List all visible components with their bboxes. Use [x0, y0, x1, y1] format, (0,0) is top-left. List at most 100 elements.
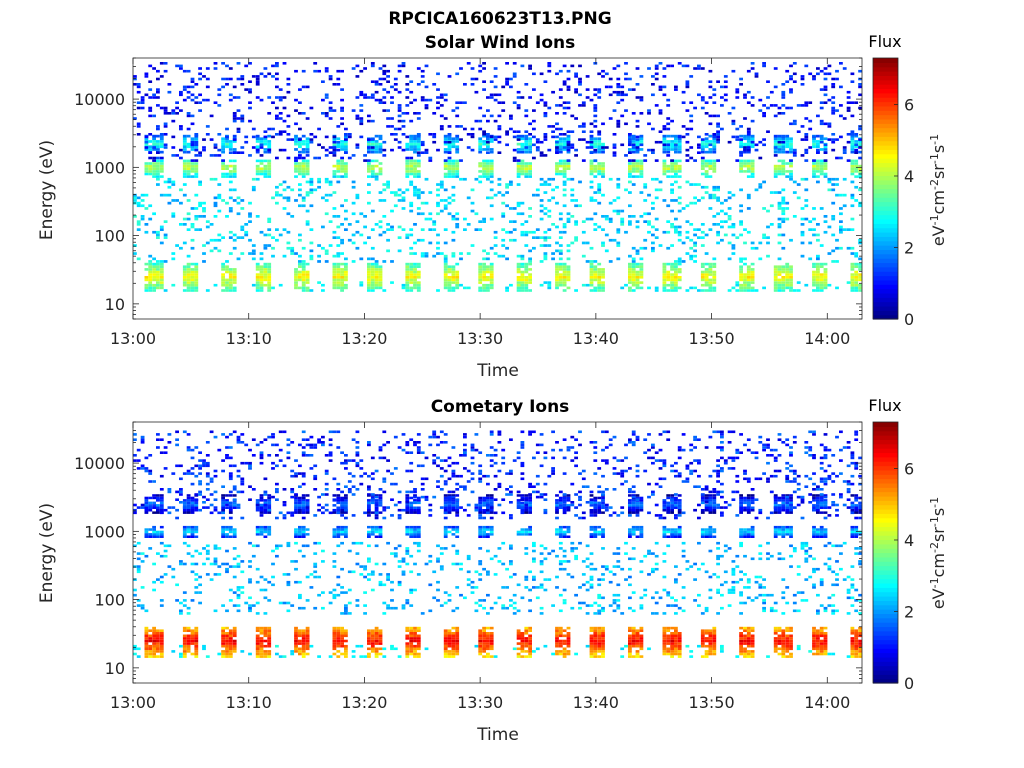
heatmap-cell — [159, 494, 164, 497]
heatmap-cell — [309, 138, 314, 141]
heatmap-cell — [167, 490, 172, 494]
heatmap-cell — [823, 67, 828, 70]
heatmap-cell — [628, 278, 632, 282]
heatmap-cell — [785, 140, 790, 143]
heatmap-cell — [351, 180, 356, 184]
colorbar-segment — [873, 214, 898, 220]
heatmap-cell — [520, 142, 525, 146]
heatmap-cell — [263, 167, 268, 170]
heatmap-cell — [156, 260, 160, 263]
heatmap-cell — [209, 480, 214, 483]
heatmap-cell — [658, 188, 663, 192]
heatmap-cell — [159, 145, 164, 149]
heatmap-cell — [393, 77, 398, 81]
heatmap-cell — [819, 162, 824, 165]
heatmap-cell — [171, 650, 176, 653]
heatmap-cell — [608, 217, 613, 221]
heatmap-cell — [159, 137, 164, 141]
heatmap-cell — [275, 652, 279, 656]
heatmap-cell — [409, 286, 414, 290]
heatmap-cell — [186, 96, 191, 99]
heatmap-cell — [731, 119, 736, 123]
heatmap-cell — [489, 278, 494, 282]
heatmap-cell — [589, 262, 594, 266]
heatmap-cell — [474, 212, 479, 216]
heatmap-cell — [267, 148, 272, 152]
heatmap-cell — [267, 262, 272, 266]
heatmap-cell — [424, 148, 429, 152]
heatmap-cell — [746, 162, 751, 165]
heatmap-cell — [835, 77, 839, 81]
heatmap-cell — [666, 64, 671, 68]
heatmap-cell — [486, 257, 490, 261]
heatmap-cell — [789, 172, 793, 176]
heatmap-cell — [159, 474, 164, 478]
heatmap-cell — [136, 557, 141, 561]
heatmap-cell — [324, 177, 329, 181]
heatmap-cell — [804, 64, 809, 68]
heatmap-cell — [628, 148, 632, 151]
heatmap-cell — [294, 496, 298, 500]
heatmap-cell — [186, 217, 191, 221]
heatmap-cell — [439, 209, 444, 213]
heatmap-cell — [777, 134, 782, 138]
heatmap-cell — [789, 148, 793, 151]
heatmap-cell — [635, 142, 640, 146]
heatmap-cell — [324, 112, 329, 115]
heatmap-cell — [294, 637, 298, 640]
heatmap-cell — [509, 85, 513, 89]
colorbar-segment — [873, 175, 898, 181]
heatmap-cell — [478, 142, 483, 146]
heatmap-cell — [850, 289, 855, 292]
heatmap-cell — [697, 64, 701, 68]
heatmap-cell — [746, 69, 751, 73]
heatmap-cell — [294, 199, 298, 202]
heatmap-cell — [152, 257, 156, 261]
heatmap-cell — [359, 117, 364, 120]
heatmap-cell — [463, 127, 467, 131]
heatmap-cell — [324, 148, 329, 152]
heatmap-cell — [800, 177, 805, 181]
heatmap-cell — [152, 172, 156, 176]
heatmap-cell — [340, 167, 344, 170]
heatmap-cell — [635, 135, 640, 139]
heatmap-cell — [547, 228, 552, 231]
heatmap-cell — [781, 268, 786, 271]
heatmap-cell — [743, 96, 747, 99]
heatmap-cell — [539, 260, 544, 263]
heatmap-cell — [773, 114, 778, 118]
heatmap-cell — [194, 446, 199, 449]
heatmap-cell — [221, 652, 225, 656]
heatmap-cell — [255, 289, 260, 292]
heatmap-cell — [773, 172, 778, 176]
heatmap-cell — [324, 114, 329, 118]
heatmap-cell — [486, 265, 490, 268]
heatmap-cell — [140, 606, 145, 610]
heatmap-cell — [493, 135, 498, 139]
heatmap-cell — [674, 164, 678, 168]
heatmap-cell — [478, 162, 483, 165]
heatmap-cell — [198, 228, 202, 231]
spectrogram-cometary — [133, 430, 862, 658]
heatmap-cell — [792, 154, 797, 157]
heatmap-cell — [443, 142, 448, 146]
heatmap-cell — [225, 145, 229, 149]
heatmap-cell — [194, 193, 199, 197]
heatmap-cell — [424, 104, 429, 107]
heatmap-cell — [570, 64, 575, 68]
colorbar-frame — [872, 57, 899, 320]
heatmap-cell — [336, 167, 341, 170]
heatmap-cell — [186, 90, 191, 94]
heatmap-cell — [255, 137, 260, 141]
heatmap-cell — [275, 201, 279, 205]
heatmap-cell — [202, 644, 206, 648]
x-tick-label: 14:00 — [804, 329, 850, 348]
heatmap-cell — [700, 276, 705, 279]
heatmap-cell — [777, 207, 782, 210]
heatmap-cell — [712, 93, 717, 97]
heatmap-cell — [152, 504, 156, 507]
heatmap-cell — [156, 90, 160, 94]
heatmap-cell — [451, 167, 456, 170]
heatmap-cell — [819, 289, 824, 292]
heatmap-cell — [267, 281, 272, 284]
